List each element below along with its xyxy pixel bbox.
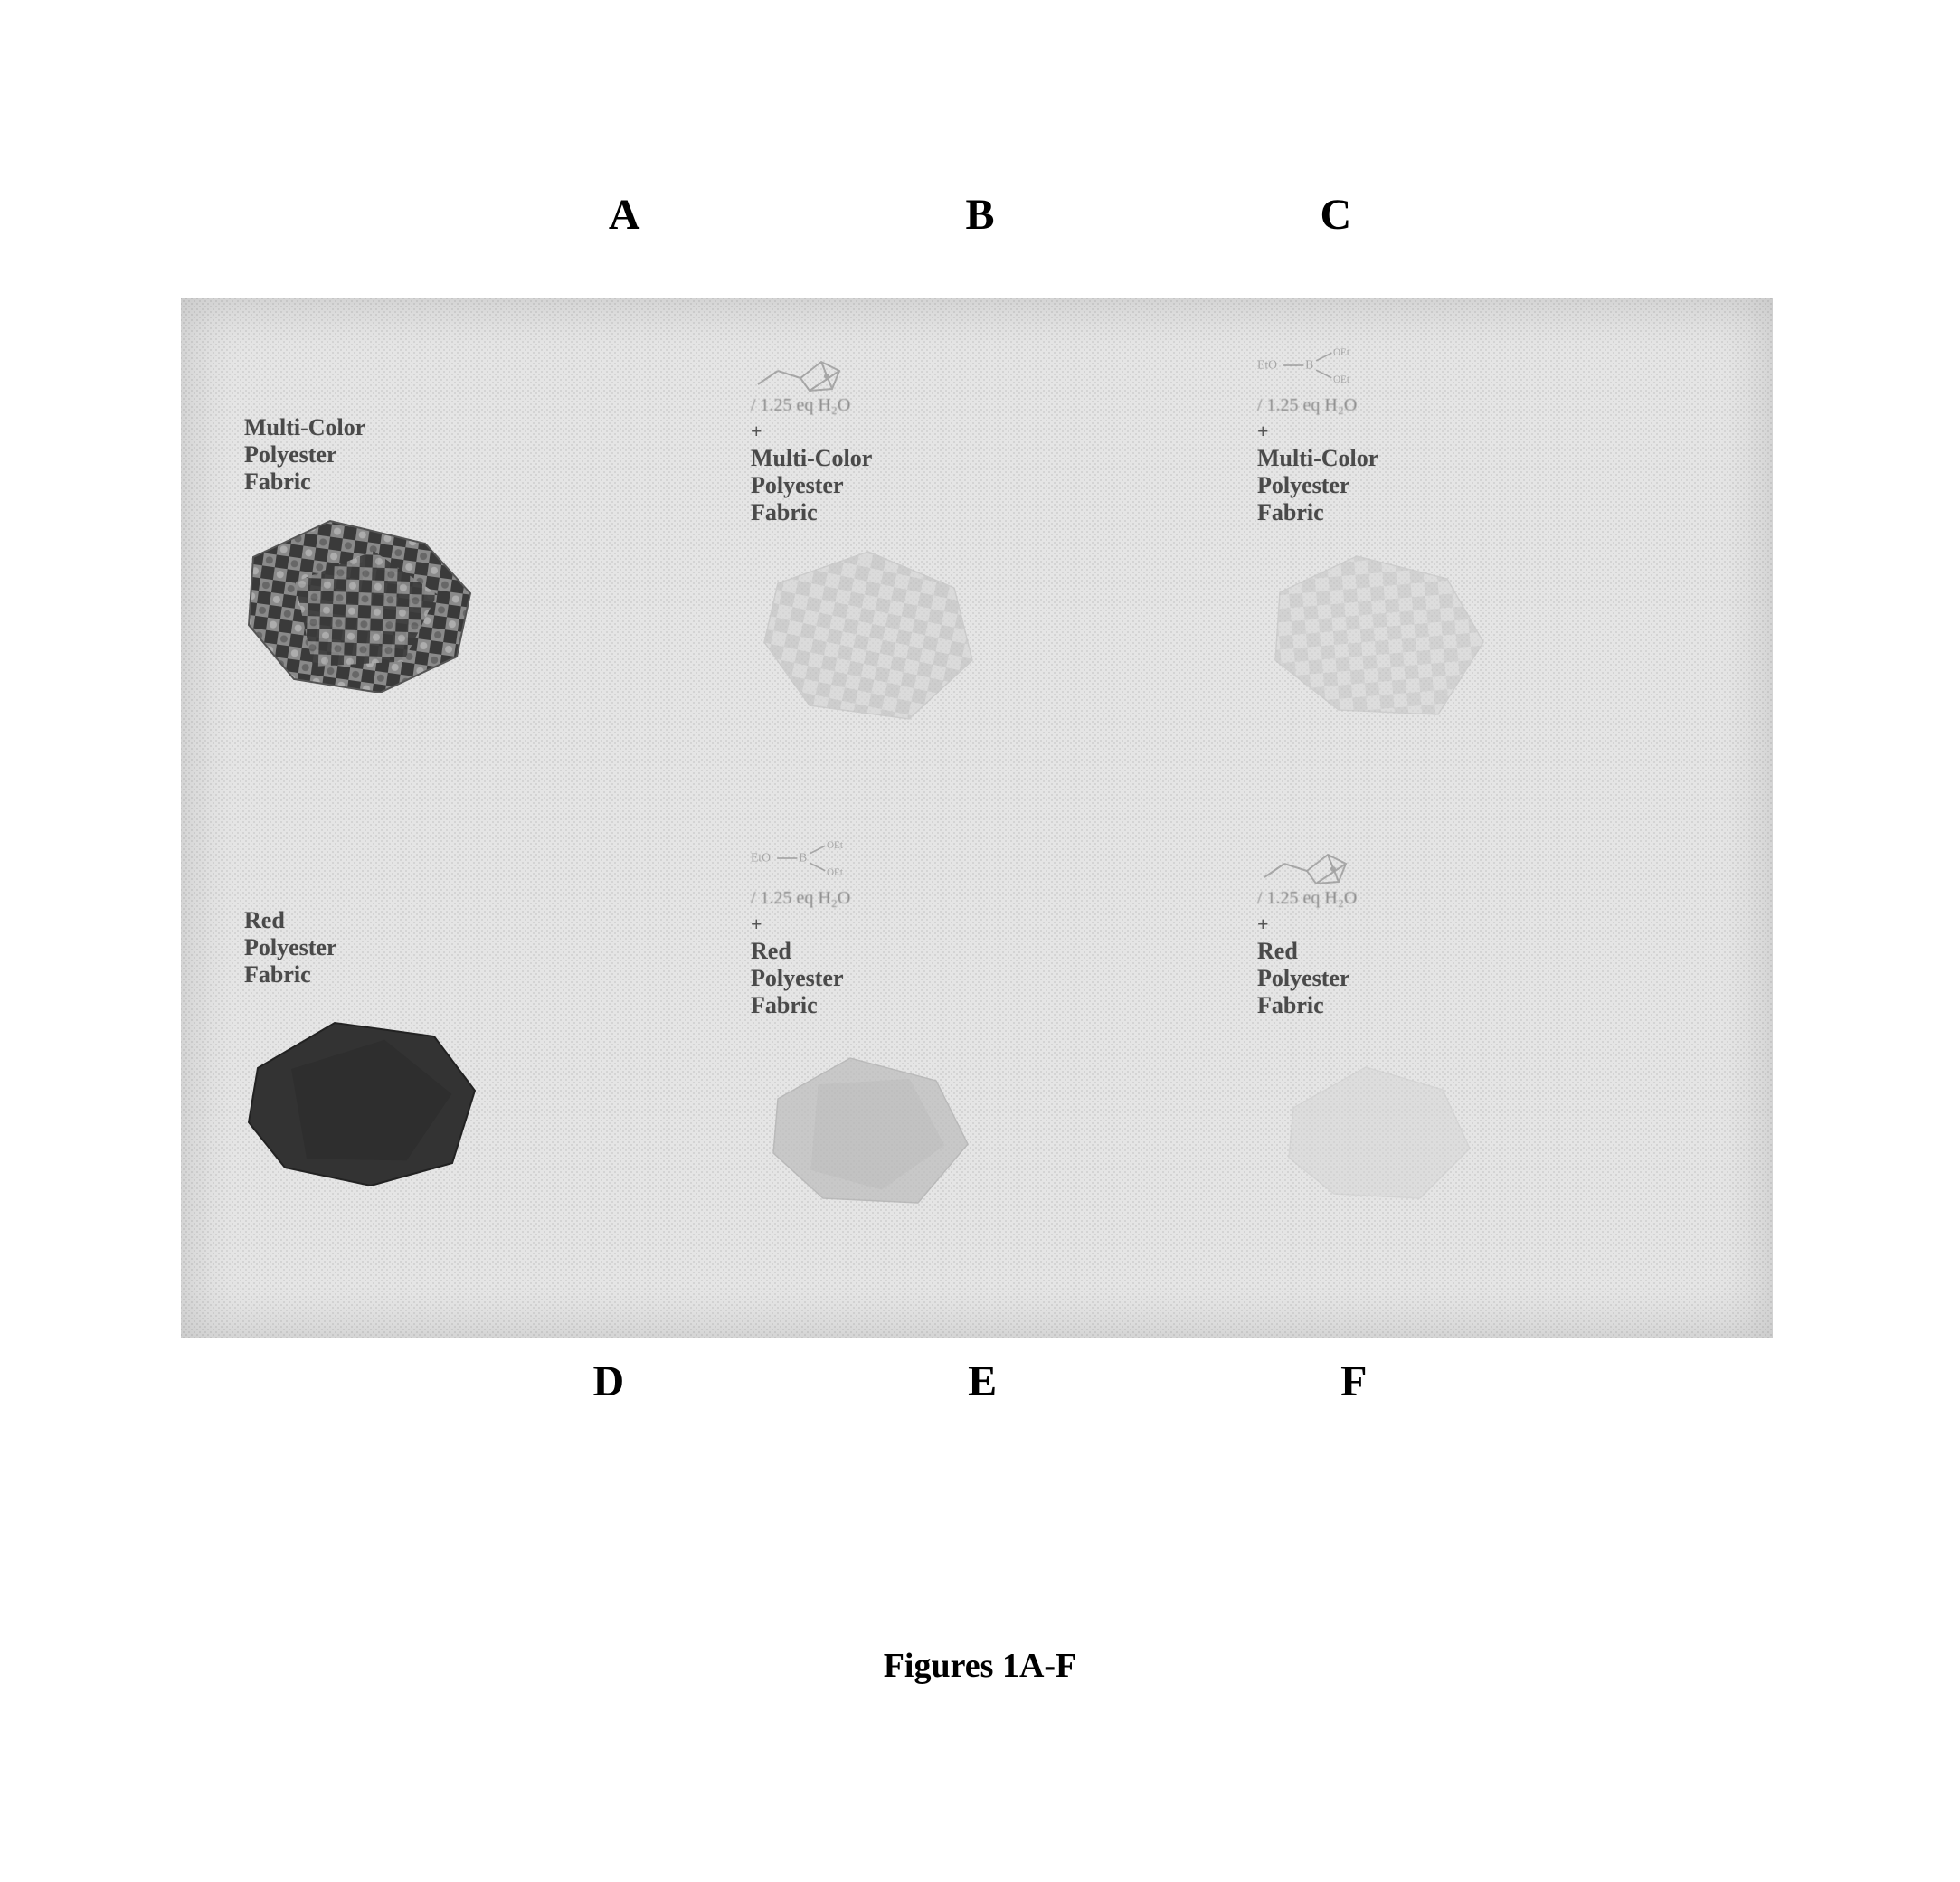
panel-B: / 1.25 eq H₂O + Multi-ColorPolyesterFabr…: [742, 335, 1212, 809]
svg-text:EtO: EtO: [1257, 357, 1277, 371]
plus-F: +: [1257, 913, 1269, 936]
fabric-label-D: RedPolyesterFabric: [244, 907, 337, 988]
panel-label-A: A: [609, 190, 640, 240]
swatch-A: [244, 512, 479, 693]
fabric-label-C: Multi-ColorPolyesterFabric: [1257, 445, 1378, 526]
bottom-panel-labels: D E F: [0, 1357, 1960, 1406]
svg-text:B: B: [1305, 357, 1313, 371]
figure-caption: Figures 1A-F: [0, 1646, 1960, 1686]
equation-C: / 1.25 eq H₂O: [1257, 395, 1357, 416]
fabric-label-B: Multi-ColorPolyesterFabric: [751, 445, 872, 526]
equation-B: / 1.25 eq H₂O: [751, 395, 850, 416]
svg-text:EtO: EtO: [751, 850, 771, 864]
panel-D: RedPolyesterFabric: [235, 828, 705, 1302]
photo-frame: Multi-ColorPolyesterFabric: [181, 298, 1773, 1338]
chem-structure-B: [751, 344, 859, 393]
svg-text:OEt: OEt: [1333, 374, 1350, 385]
swatch-B: [751, 543, 986, 723]
equation-F: / 1.25 eq H₂O: [1257, 888, 1357, 909]
swatch-F: [1257, 1036, 1492, 1216]
fabric-label-F: RedPolyesterFabric: [1257, 938, 1350, 1019]
fabric-label-A: Multi-ColorPolyesterFabric: [244, 414, 365, 496]
svg-text:OEt: OEt: [1333, 347, 1350, 358]
panel-label-F: F: [1340, 1357, 1367, 1406]
plus-C: +: [1257, 420, 1269, 443]
panel-E: EtO B OEt OEt / 1.25 eq H₂O + RedPolyest…: [742, 828, 1212, 1302]
chem-structure-E: EtO B OEt OEt: [751, 837, 859, 886]
plus-E: +: [751, 913, 762, 936]
panel-label-C: C: [1321, 190, 1352, 240]
swatch-D: [244, 1005, 479, 1186]
chem-structure-F: [1257, 837, 1366, 886]
svg-text:OEt: OEt: [827, 867, 844, 878]
panel-label-D: D: [592, 1357, 624, 1406]
equation-E: / 1.25 eq H₂O: [751, 888, 850, 909]
fabric-label-E: RedPolyesterFabric: [751, 938, 844, 1019]
swatch-C: [1257, 543, 1492, 723]
swatch-E: [751, 1036, 986, 1216]
panel-label-B: B: [965, 190, 994, 240]
svg-text:B: B: [799, 850, 807, 864]
top-panel-labels: A B C: [0, 190, 1960, 240]
panel-F: / 1.25 eq H₂O + RedPolyesterFabric: [1248, 828, 1719, 1302]
chem-structure-C: EtO B OEt OEt: [1257, 344, 1366, 393]
panel-grid: Multi-ColorPolyesterFabric: [181, 298, 1773, 1338]
panel-A: Multi-ColorPolyesterFabric: [235, 335, 705, 809]
svg-text:OEt: OEt: [827, 840, 844, 851]
plus-B: +: [751, 420, 762, 443]
figure-page: A B C Multi-ColorPolyesterFabric: [0, 0, 1960, 1882]
panel-C: EtO B OEt OEt / 1.25 eq H₂O + Multi-Colo…: [1248, 335, 1719, 809]
panel-label-E: E: [968, 1357, 997, 1406]
